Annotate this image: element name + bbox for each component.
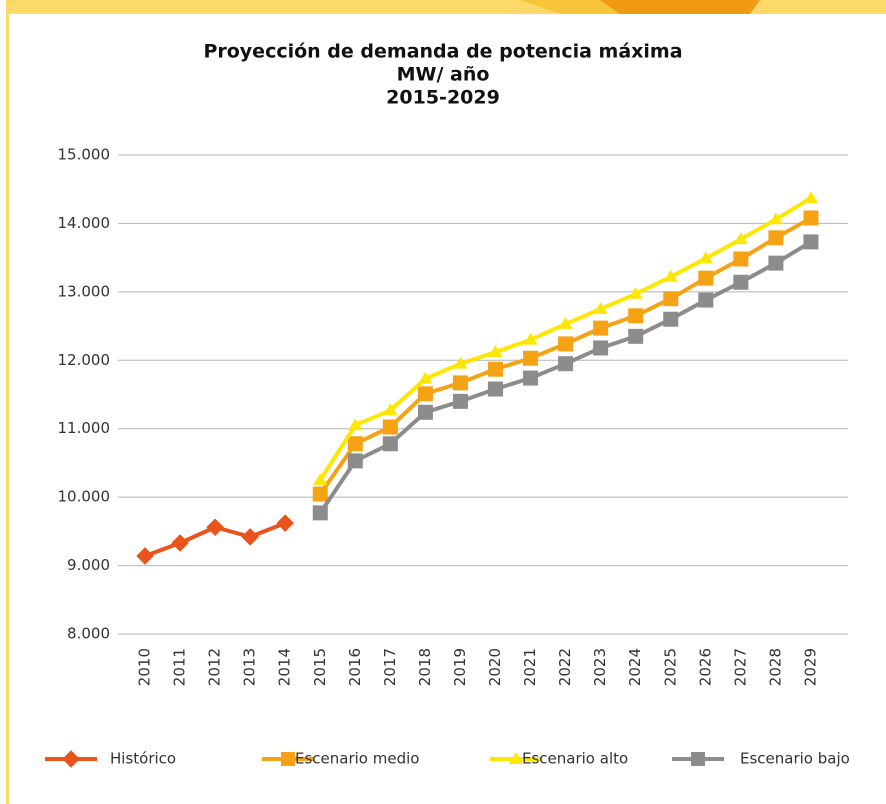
data-point: [768, 255, 784, 271]
data-point: [593, 340, 609, 356]
data-point: [488, 381, 503, 397]
x-tick-label: 2029: [801, 648, 819, 686]
data-point: [171, 534, 189, 552]
data-point: [312, 486, 328, 502]
data-point: [347, 453, 363, 469]
data-point: [417, 404, 433, 420]
data-point: [593, 320, 609, 336]
data-point: [663, 269, 678, 282]
x-tick-label: 2020: [486, 648, 504, 686]
data-point: [558, 356, 574, 372]
x-tick-label: 2012: [206, 648, 224, 686]
x-tick-label: 2025: [661, 648, 679, 686]
data-point: [276, 514, 294, 532]
y-tick-label: 9.000: [67, 556, 110, 574]
data-point: [313, 473, 328, 485]
left-border: [6, 0, 9, 804]
x-tick-label: 2027: [731, 648, 749, 686]
data-point: [452, 375, 468, 391]
x-tick-label: 2015: [311, 648, 329, 686]
data-point: [558, 317, 573, 329]
data-point: [488, 361, 503, 377]
legend-label: Escenario bajo: [740, 750, 850, 768]
data-point: [663, 291, 679, 307]
data-point: [768, 230, 784, 246]
chart-title: MW/ año: [397, 64, 490, 86]
y-tick-label: 14.000: [58, 214, 111, 232]
x-tick-label: 2028: [766, 648, 784, 686]
data-point: [418, 371, 433, 384]
chart-title: 2015-2029: [386, 87, 500, 109]
y-tick-label: 11.000: [58, 419, 111, 437]
data-point: [523, 370, 539, 386]
data-point: [453, 356, 468, 369]
y-tick-label: 15.000: [58, 146, 111, 164]
legend-marker: [691, 752, 705, 766]
data-point: [698, 292, 714, 308]
data-point: [206, 518, 224, 537]
data-point: [488, 345, 503, 357]
legend-marker: [509, 752, 523, 764]
legend-marker: [62, 750, 80, 768]
chart-title: Proyección de demanda de potencia máxima: [203, 41, 682, 63]
data-point: [383, 403, 398, 416]
data-point: [241, 528, 259, 546]
y-tick-label: 13.000: [58, 282, 111, 300]
data-point: [523, 350, 539, 366]
x-tick-label: 2011: [171, 648, 189, 686]
data-point: [698, 251, 713, 264]
x-tick-label: 2013: [241, 648, 259, 686]
data-point: [417, 386, 433, 402]
x-tick-label: 2024: [626, 648, 644, 686]
legend-marker: [281, 752, 295, 766]
x-tick-label: 2018: [416, 648, 434, 686]
data-point: [382, 419, 398, 435]
data-point: [628, 308, 644, 324]
data-point: [136, 547, 154, 565]
data-point: [698, 270, 714, 286]
x-tick-label: 2016: [346, 648, 364, 686]
top-band-accent: [600, 0, 760, 14]
data-point: [733, 232, 748, 245]
data-point: [663, 311, 679, 327]
data-point: [628, 328, 644, 344]
data-point: [768, 212, 783, 225]
data-point: [733, 251, 749, 267]
data-point: [628, 286, 643, 299]
x-tick-label: 2026: [696, 648, 714, 686]
x-tick-label: 2021: [521, 648, 539, 686]
legend-label: Escenario alto: [522, 750, 628, 768]
data-point: [803, 191, 818, 204]
y-tick-label: 10.000: [58, 488, 111, 506]
data-point: [593, 301, 608, 314]
y-tick-label: 12.000: [58, 351, 111, 369]
data-point: [733, 274, 749, 290]
x-tick-label: 2017: [381, 648, 399, 686]
data-point: [348, 418, 363, 431]
data-point: [312, 505, 328, 521]
data-point: [803, 210, 819, 226]
x-tick-label: 2019: [451, 648, 469, 686]
data-point: [452, 393, 468, 409]
data-point: [558, 336, 574, 352]
data-point: [803, 234, 819, 250]
legend-label: Escenario medio: [295, 750, 419, 768]
legend-label: Histórico: [110, 750, 176, 768]
x-tick-label: 2014: [276, 648, 294, 686]
x-tick-label: 2010: [136, 648, 154, 686]
data-point: [523, 332, 538, 345]
y-tick-label: 8.000: [67, 625, 110, 643]
x-tick-label: 2022: [556, 648, 574, 686]
data-point: [382, 436, 398, 452]
x-tick-label: 2023: [591, 648, 609, 686]
data-point: [347, 436, 363, 452]
